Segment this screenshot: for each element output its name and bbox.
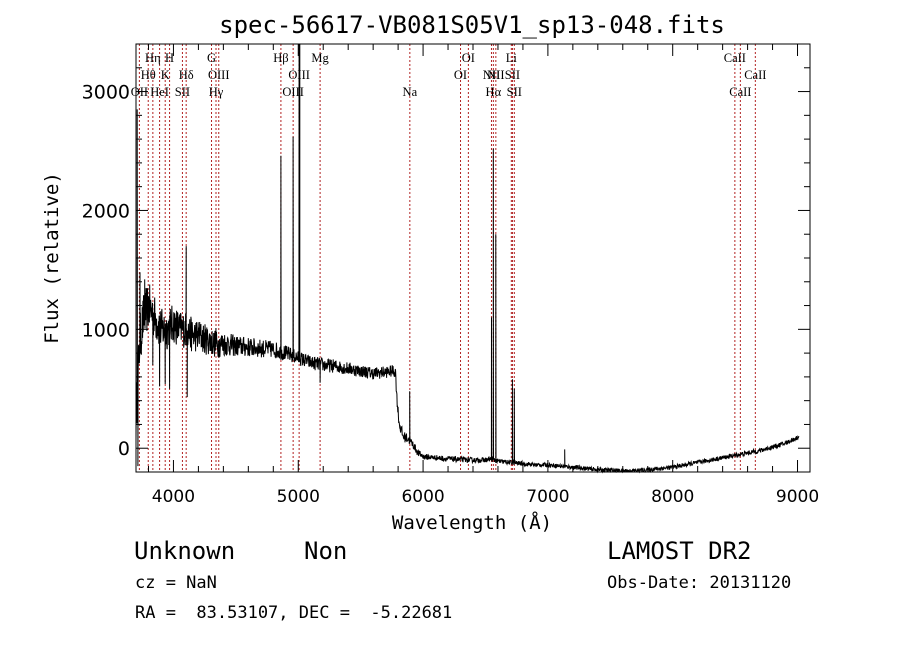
line-label: Hθ [141, 68, 156, 82]
y-axis-label: Flux (relative) [41, 172, 63, 344]
line-label: SII [505, 68, 520, 82]
redshift-cz: cz = NaN [135, 573, 217, 593]
spectral-line-labels: OIIHθHηHeIKHSIIHδGHγOIIIHβOIIIOIIIMgNaOI… [131, 51, 767, 99]
x-axis: 4000 5000 6000 7000 8000 9000 [147, 44, 819, 507]
line-label: Na [403, 85, 418, 99]
line-label: CaII [729, 85, 751, 99]
line-label: K [161, 68, 170, 82]
line-label: CaII [724, 51, 746, 65]
line-label: SII [175, 85, 190, 99]
chart-title: spec-56617-VB081S05V1_sp13-048.fits [219, 11, 725, 39]
line-label: Mg [311, 51, 329, 65]
line-label: NII [483, 68, 500, 82]
line-label: Hα [486, 85, 502, 99]
survey-name: LAMOST DR2 [607, 537, 752, 565]
spectrum-line [135, 43, 800, 474]
x-tick-label: 6000 [401, 487, 444, 507]
line-label: Hδ [179, 68, 194, 82]
line-label: Hγ [209, 85, 224, 99]
line-label: HeI [150, 85, 169, 99]
x-tick-label: 5000 [277, 487, 320, 507]
object-class: Unknown [134, 537, 236, 565]
line-label: SII [507, 85, 522, 99]
y-tick-label: 3000 [82, 82, 130, 104]
line-label: OIII [282, 85, 304, 99]
y-tick-label: 1000 [82, 319, 130, 341]
line-label: G [207, 51, 216, 65]
coordinates: RA = 83.53107, DEC = -5.22681 [135, 603, 453, 623]
line-label: Li [506, 51, 518, 65]
line-label: OIII [208, 68, 230, 82]
line-label: OI [462, 51, 475, 65]
object-subclass: Non [304, 537, 348, 565]
x-tick-label: 9000 [776, 487, 819, 507]
line-label: Hβ [273, 51, 288, 65]
spectral-line-markers [138, 44, 756, 472]
line-label: CaII [744, 68, 766, 82]
observation-date: Obs-Date: 20131120 [607, 573, 792, 593]
x-tick-label: 7000 [526, 487, 569, 507]
x-tick-label: 8000 [651, 487, 694, 507]
y-axis: 0 1000 2000 3000 [82, 43, 810, 473]
y-tick-label: 2000 [82, 200, 130, 222]
y-tick-label: 0 [118, 438, 130, 460]
line-label: NII [487, 68, 504, 82]
line-label: Hη [145, 51, 161, 65]
line-label: H [165, 51, 174, 65]
plot-frame [135, 43, 811, 473]
x-axis-label: Wavelength (Å) [392, 511, 552, 534]
line-label: OI [454, 68, 467, 82]
x-tick-label: 4000 [152, 487, 195, 507]
